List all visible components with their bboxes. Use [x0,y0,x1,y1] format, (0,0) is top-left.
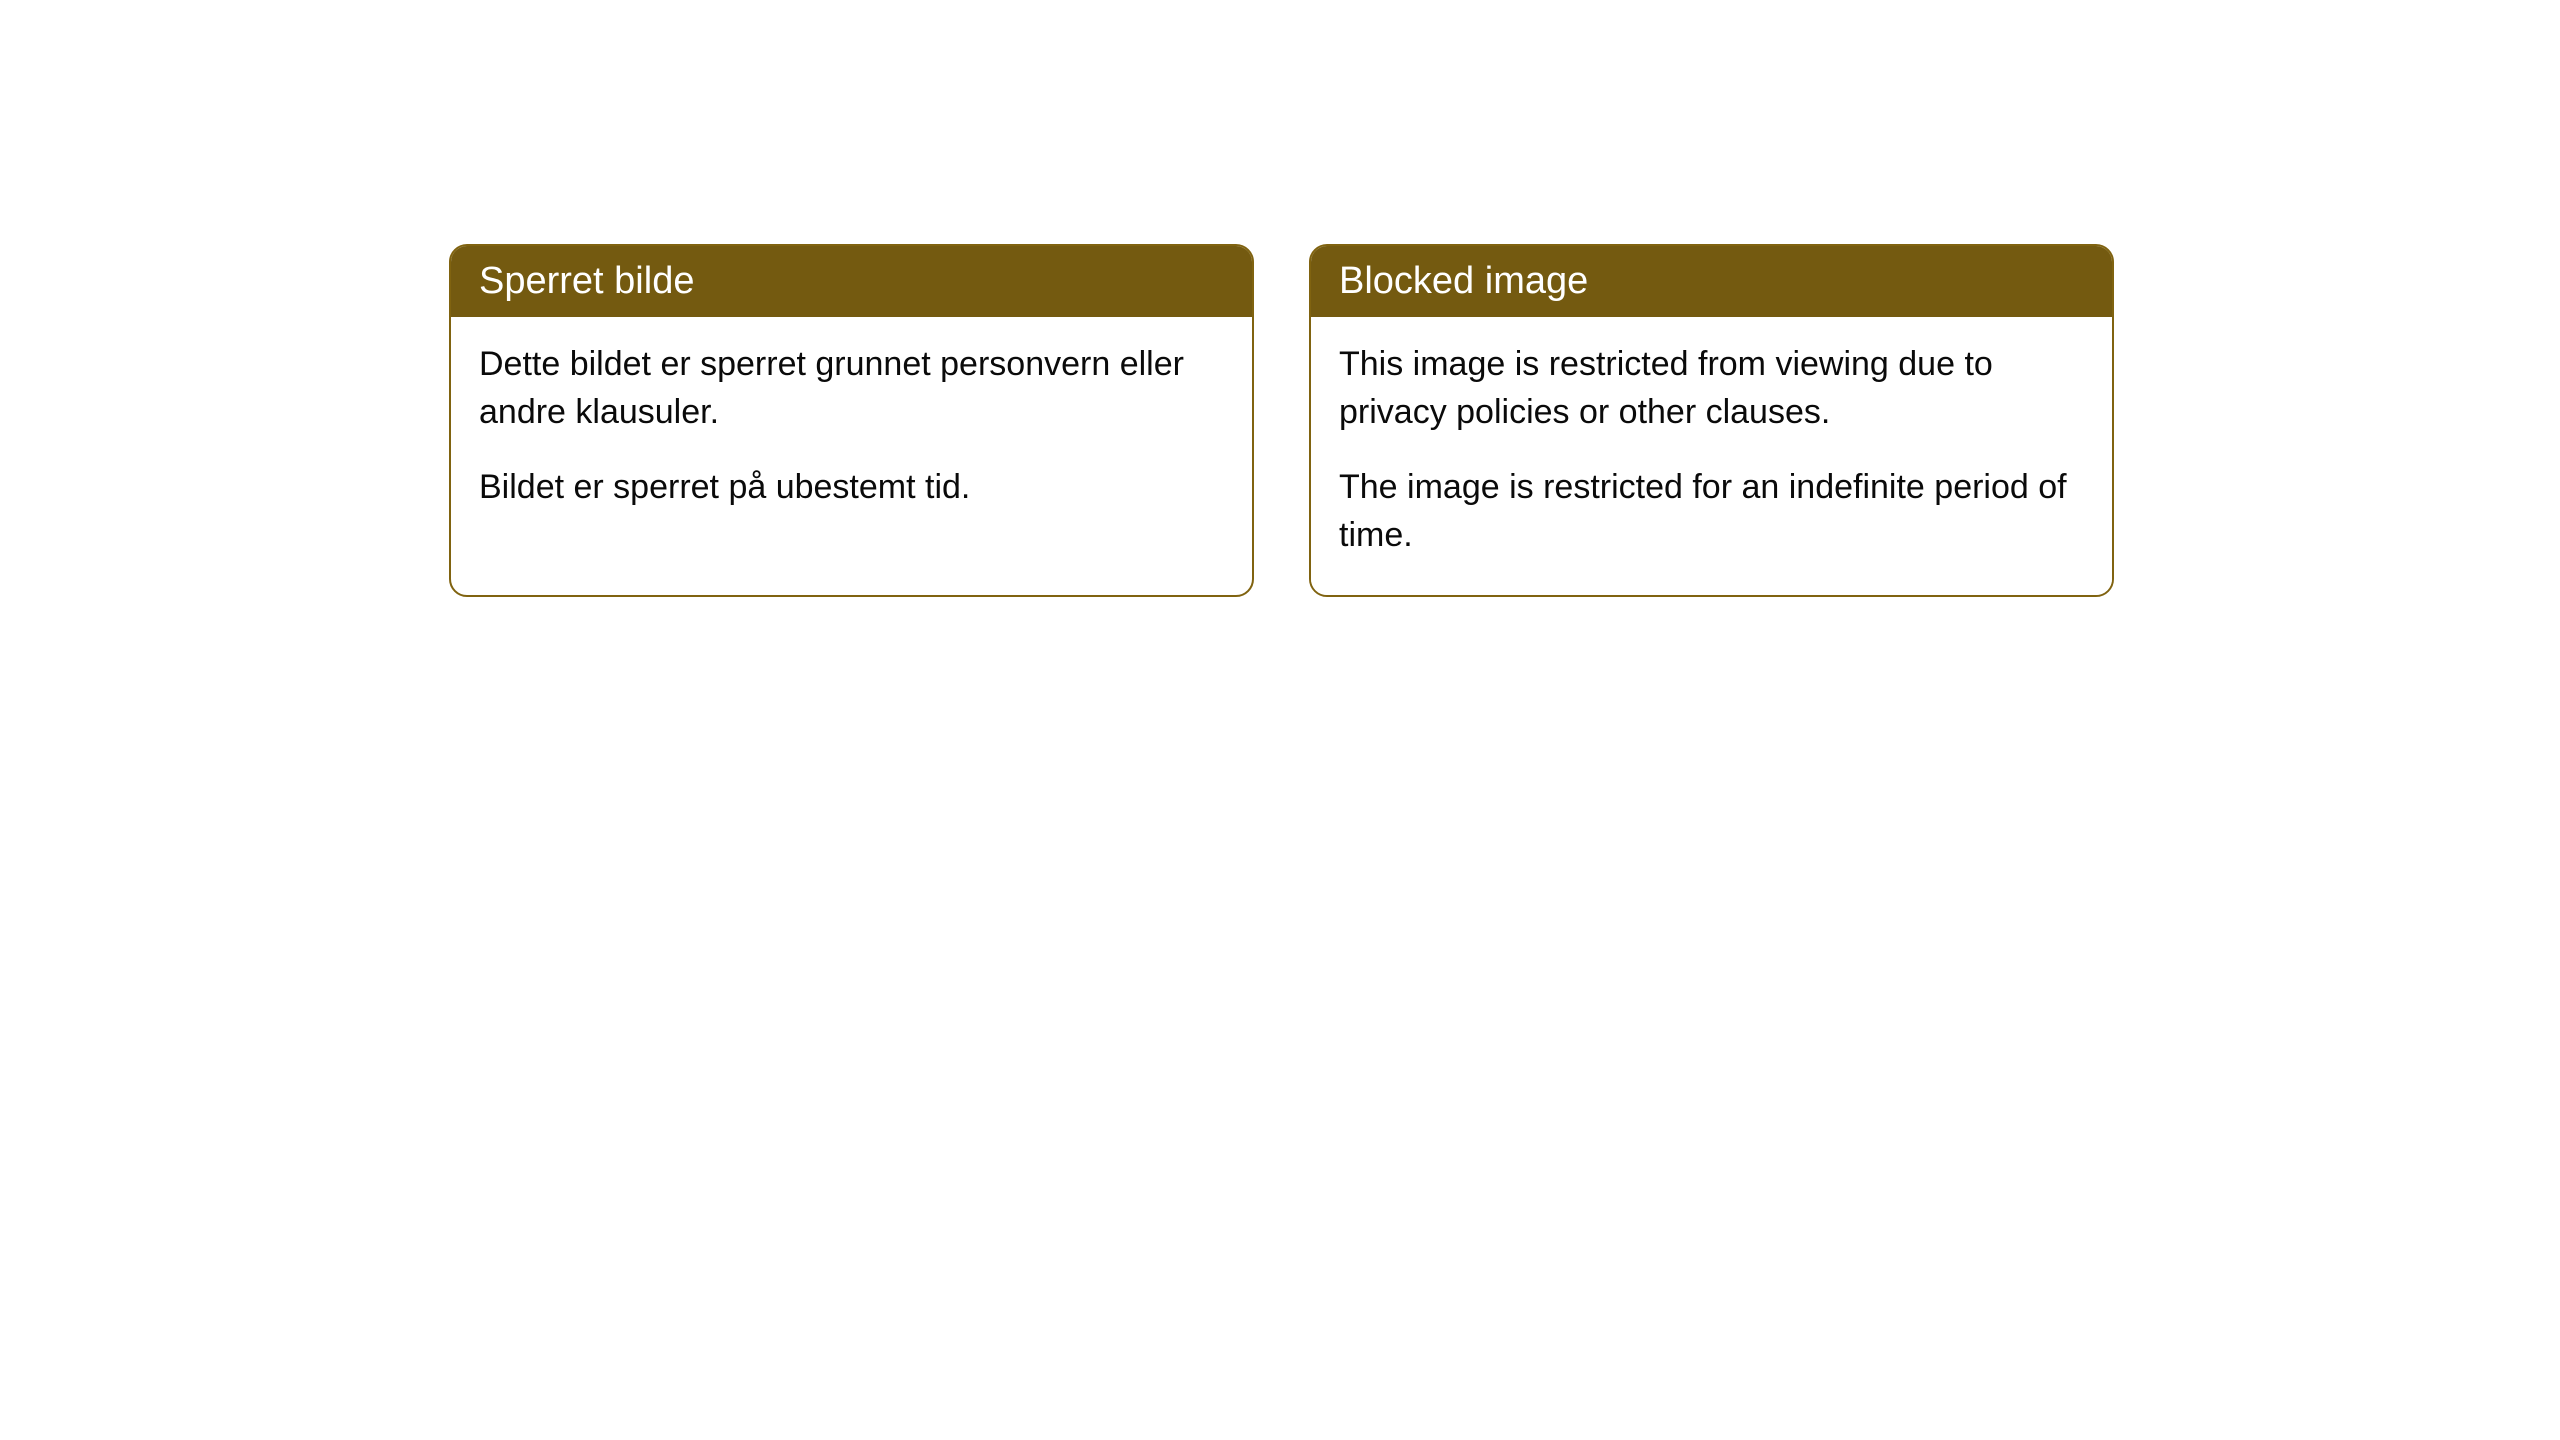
card-paragraph-2: The image is restricted for an indefinit… [1339,464,2084,559]
card-title: Sperret bilde [479,260,694,302]
card-paragraph-2: Bildet er sperret på ubestemt tid. [479,464,1224,512]
card-body: Dette bildet er sperret grunnet personve… [451,317,1252,548]
blocked-image-card-english: Blocked image This image is restricted f… [1309,244,2114,597]
blocked-image-card-norwegian: Sperret bilde Dette bildet er sperret gr… [449,244,1254,597]
cards-container: Sperret bilde Dette bildet er sperret gr… [449,244,2114,597]
card-paragraph-1: This image is restricted from viewing du… [1339,341,2084,436]
card-title: Blocked image [1339,260,1588,302]
card-header: Sperret bilde [451,246,1252,317]
card-body: This image is restricted from viewing du… [1311,317,2112,595]
card-paragraph-1: Dette bildet er sperret grunnet personve… [479,341,1224,436]
card-header: Blocked image [1311,246,2112,317]
